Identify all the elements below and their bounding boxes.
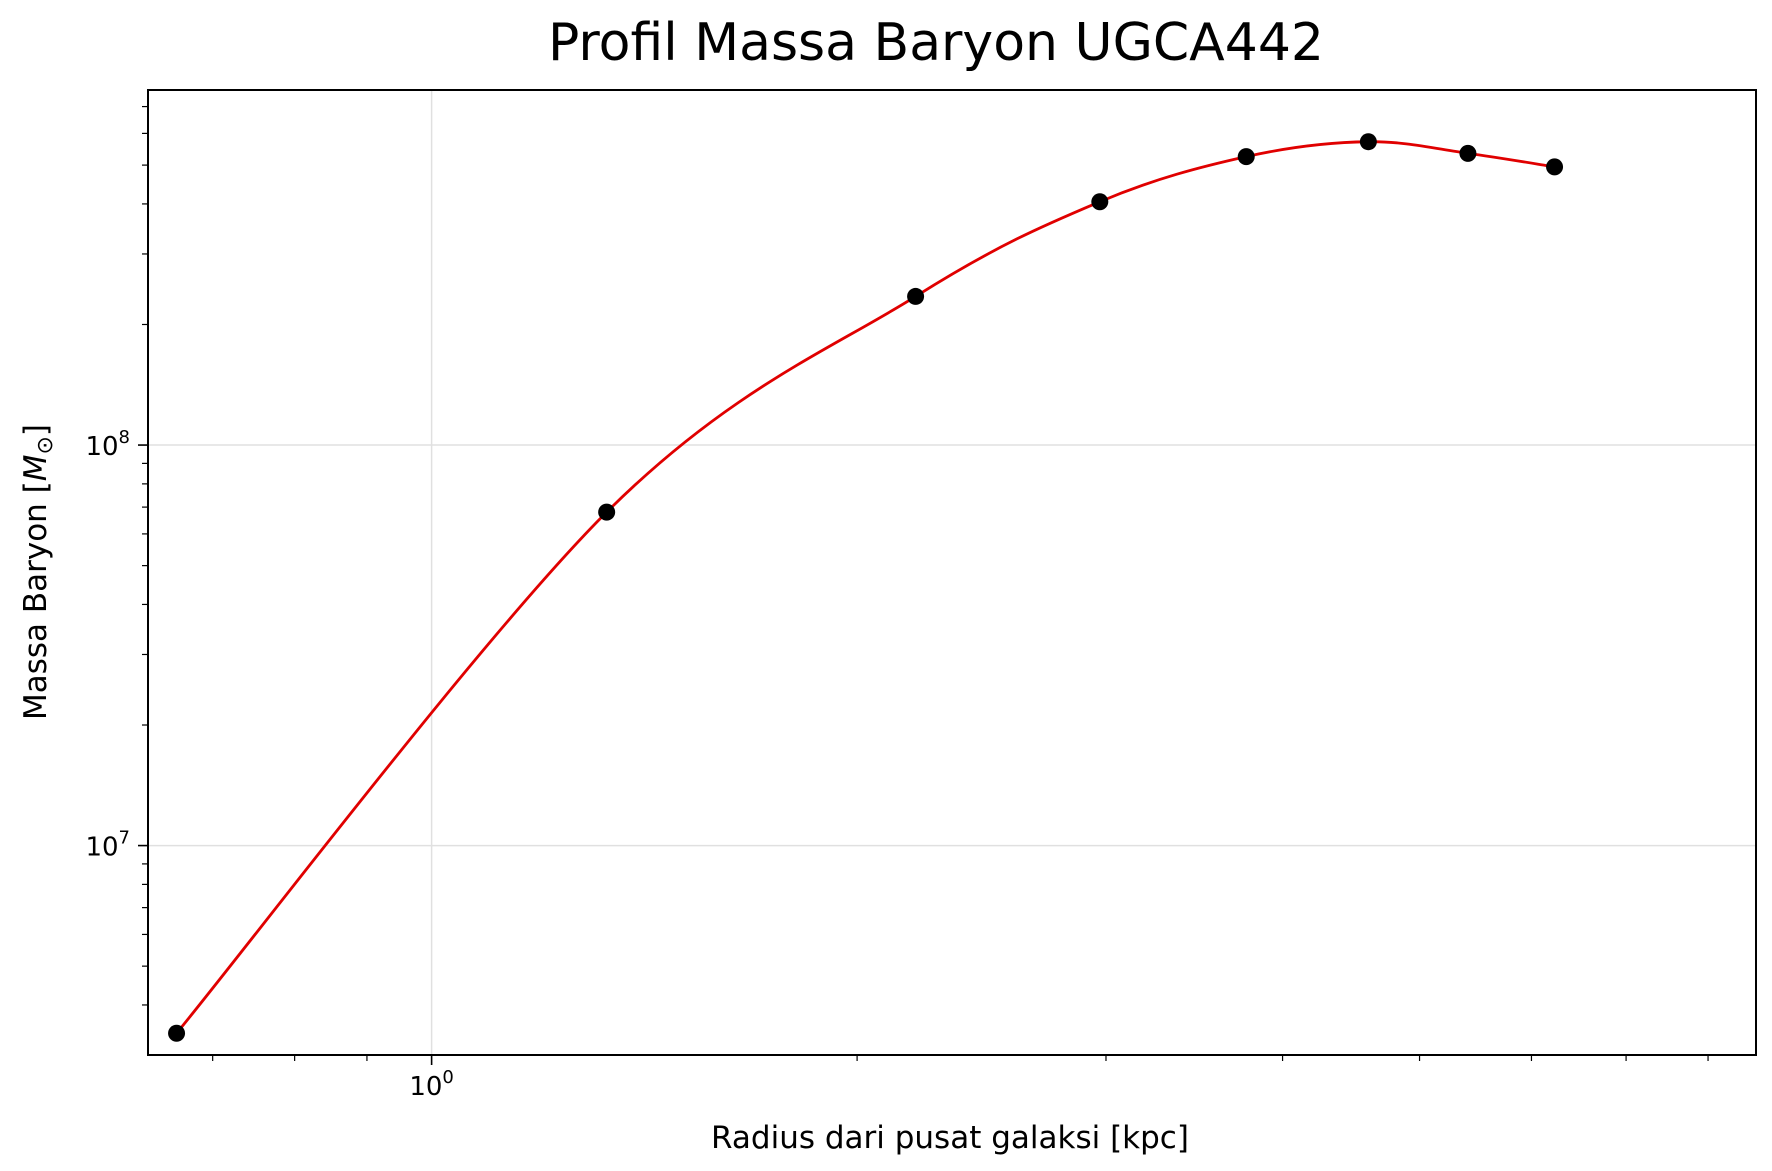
y-axis-title-text: Massa Baryon [	[18, 481, 54, 720]
major-ticks	[138, 444, 433, 1065]
x-tick-label-exponent: 0	[442, 1067, 453, 1088]
y-tick-label: 108	[85, 427, 130, 462]
x-tick-label: 100	[409, 1067, 454, 1102]
grid-lines	[148, 90, 1756, 1055]
y-axis-title-close: ]	[18, 424, 54, 436]
x-axis-title: Radius dari pusat galaksi [kpc]	[711, 1120, 1189, 1156]
data-point	[598, 503, 616, 521]
y-tick-label-base: 10	[85, 432, 118, 462]
y-tick-label-exponent: 7	[119, 828, 130, 849]
data-point	[1359, 133, 1377, 151]
fit-curve	[175, 140, 1555, 1035]
y-tick-label-exponent: 8	[119, 427, 130, 448]
data-point	[1459, 144, 1477, 162]
data-point	[907, 287, 925, 305]
x-tick-label-base: 10	[409, 1072, 442, 1102]
data-points-layer	[168, 133, 1564, 1042]
fit-curve-layer	[175, 140, 1555, 1035]
y-tick-label-base: 10	[85, 833, 118, 863]
data-point	[168, 1024, 186, 1042]
y-axis-title-symbol: M	[18, 454, 54, 481]
y-axis-title-subscript: ⊙	[33, 436, 58, 454]
y-tick-label: 107	[85, 828, 130, 863]
plot-frame	[147, 89, 1757, 1056]
data-point	[1091, 193, 1109, 211]
data-point	[1546, 158, 1564, 176]
y-axis-title: Massa Baryon [M⊙]	[18, 424, 58, 720]
chart-title: Profil Massa Baryon UGCA442	[548, 13, 1324, 73]
data-point	[1237, 148, 1255, 166]
